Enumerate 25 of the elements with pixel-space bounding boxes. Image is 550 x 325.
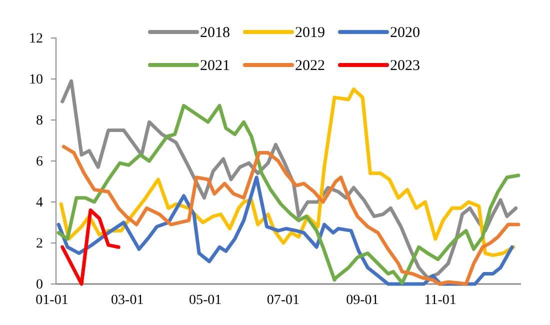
legend-label: 2020 xyxy=(390,25,420,41)
x-tick-label: 01-01 xyxy=(36,292,68,308)
y-tick-label: 12 xyxy=(29,31,43,46)
x-tick-label: 09-01 xyxy=(346,292,379,308)
legend-label: 2023 xyxy=(390,58,420,74)
y-tick-label: 10 xyxy=(29,72,43,88)
x-tick-label: 05-01 xyxy=(188,292,222,308)
line-series xyxy=(60,208,120,286)
line-series xyxy=(60,79,518,280)
y-tick-label: 0 xyxy=(36,277,43,292)
line-series xyxy=(59,88,516,258)
y-tick-label: 2 xyxy=(36,236,43,252)
line-series xyxy=(62,144,520,286)
y-tick-label: 4 xyxy=(36,195,43,210)
x-tick-label: 07-01 xyxy=(266,292,300,308)
line-series xyxy=(56,176,514,286)
legend-label: 2021 xyxy=(200,58,230,74)
legend-label: 2022 xyxy=(295,58,325,74)
y-tick-label: 8 xyxy=(36,113,43,128)
y-tick-label: 6 xyxy=(36,154,43,170)
x-tick-label: 03-01 xyxy=(111,292,144,308)
legend-label: 2019 xyxy=(295,25,325,41)
line-series xyxy=(56,104,520,285)
legend-label: 2018 xyxy=(200,25,230,41)
x-tick-label: 11-01 xyxy=(424,292,456,308)
